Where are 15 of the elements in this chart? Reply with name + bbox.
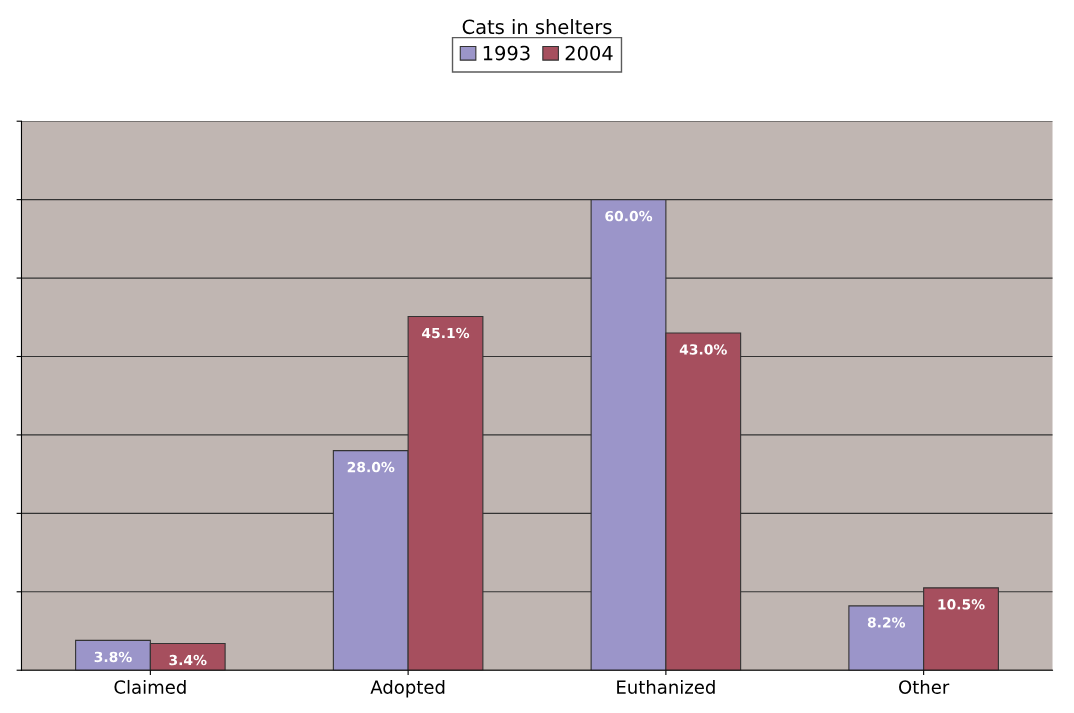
data-label: 8.2% [867, 617, 906, 628]
chart-title: Cats in shelters [462, 19, 612, 35]
data-label: 45.1% [422, 327, 470, 339]
data-label: 3.4% [169, 654, 207, 666]
x-tick-label: Adopted [370, 679, 445, 698]
data-label: 43.0% [679, 344, 727, 355]
data-label: 3.8% [94, 651, 132, 663]
legend-label: 2004 [565, 45, 613, 61]
legend-label: 1993 [483, 45, 530, 61]
data-label: 28.0% [347, 461, 395, 473]
x-tick-label: Claimed [114, 679, 186, 694]
x-tick-label: Other [899, 679, 950, 694]
data-label: 60.0% [605, 210, 653, 222]
x-tick-label: Euthanized [617, 679, 715, 694]
data-label: 10.5% [938, 599, 985, 610]
